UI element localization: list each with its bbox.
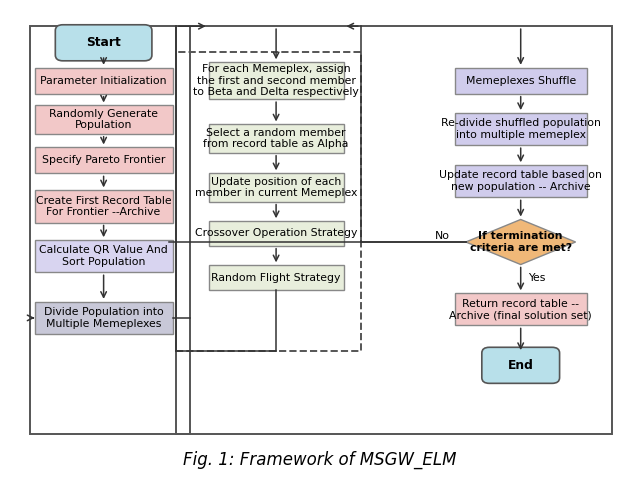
Text: Parameter Initialization: Parameter Initialization (40, 76, 167, 86)
FancyBboxPatch shape (482, 348, 559, 383)
Bar (455, 113, 586, 145)
Bar (209, 173, 344, 202)
Bar (176, 52, 361, 351)
Bar (455, 165, 586, 197)
Text: Divide Population into
Multiple Memeplexes: Divide Population into Multiple Memeplex… (44, 307, 163, 329)
Polygon shape (466, 219, 575, 265)
Bar (209, 265, 344, 290)
Text: Specify Pareto Frontier: Specify Pareto Frontier (42, 155, 165, 166)
Text: Return record table --
Archive (final solution set): Return record table -- Archive (final so… (449, 299, 592, 320)
Text: Update position of each
member in current Memeplex: Update position of each member in curren… (195, 177, 357, 198)
Text: Re-divide shuffled population
into multiple memeplex: Re-divide shuffled population into multi… (441, 118, 601, 140)
Bar (35, 68, 173, 94)
Text: Yes: Yes (528, 273, 546, 283)
Text: Select a random member
from record table as Alpha: Select a random member from record table… (204, 128, 349, 150)
Text: Update record table based on
new population -- Archive: Update record table based on new populat… (439, 170, 602, 192)
Text: Randomly Generate
Population: Randomly Generate Population (49, 109, 158, 130)
Bar (35, 302, 173, 334)
Text: No: No (435, 231, 450, 242)
Text: Random Flight Strategy: Random Flight Strategy (211, 272, 340, 283)
Text: If termination
criteria are met?: If termination criteria are met? (470, 231, 572, 253)
Bar (35, 240, 173, 272)
Text: Crossover Operation Strategy: Crossover Operation Strategy (195, 228, 357, 239)
Bar (35, 147, 173, 173)
Bar (209, 221, 344, 246)
Bar (35, 106, 173, 134)
Text: End: End (508, 359, 534, 372)
Text: For each Memeplex, assign
the first and second member
to Beta and Delta respecti: For each Memeplex, assign the first and … (193, 64, 359, 97)
Bar (30, 26, 190, 434)
Bar (209, 124, 344, 153)
Text: Calculate QR Value And
Sort Population: Calculate QR Value And Sort Population (39, 245, 168, 267)
Text: Memeplexes Shuffle: Memeplexes Shuffle (465, 76, 576, 86)
FancyBboxPatch shape (55, 25, 152, 61)
Bar (455, 293, 586, 325)
Text: Start: Start (86, 36, 121, 49)
Bar (35, 190, 173, 223)
Text: Create First Record Table
For Frontier --Archive: Create First Record Table For Frontier -… (36, 196, 172, 217)
Bar (209, 62, 344, 99)
Bar (176, 26, 612, 434)
Text: Fig. 1: Framework of MSGW_ELM: Fig. 1: Framework of MSGW_ELM (183, 451, 457, 469)
Bar (455, 68, 586, 94)
